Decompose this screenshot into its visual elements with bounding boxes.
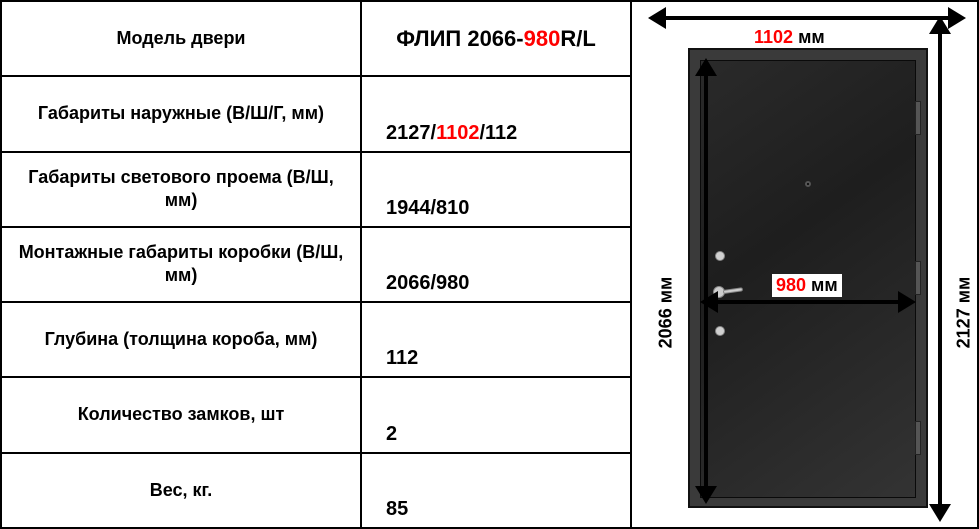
arrow-inner-width	[714, 300, 902, 304]
value-outer-dims: 2127/1102/112	[362, 77, 630, 150]
label-mount-dims: Монтажные габариты коробки (В/Ш, мм)	[2, 228, 362, 301]
arrow-height-outer	[938, 30, 942, 508]
door-diagram: 1102 мм 980 мм 2066 мм	[630, 2, 977, 527]
dim-outer-width: 1102 мм	[750, 26, 829, 49]
dim-outer-width-value: 1102	[754, 27, 793, 47]
label-weight: Вес, кг.	[2, 454, 362, 527]
value-weight-pre: 85	[386, 498, 408, 521]
label-model: Модель двери	[2, 2, 362, 75]
value-light-opening: 1944/810	[362, 153, 630, 226]
row-depth: Глубина (толщина короба, мм) 112	[2, 303, 630, 378]
dim-height-inner: 2066 мм	[655, 277, 676, 349]
value-depth-pre: 112	[386, 347, 418, 370]
value-weight: 85	[362, 454, 630, 527]
handle-lever	[723, 287, 743, 294]
row-locks: Количество замков, шт 2	[2, 378, 630, 453]
peephole-icon	[805, 181, 811, 187]
row-weight: Вес, кг. 85	[2, 454, 630, 527]
label-outer-dims: Габариты наружные (В/Ш/Г, мм)	[2, 77, 362, 150]
value-model: ФЛИП 2066-980 R/L	[362, 2, 630, 75]
row-light-opening: Габариты светового проема (В/Ш, мм) 1944…	[2, 153, 630, 228]
dim-inner-width-value: 980	[776, 275, 806, 295]
dim-inner-width: 980 мм	[772, 274, 842, 297]
value-light-pre: 1944/810	[386, 197, 469, 220]
value-locks: 2	[362, 378, 630, 451]
value-model-pre: ФЛИП 2066-	[396, 26, 523, 52]
spec-table: Модель двери ФЛИП 2066-980 R/L Габариты …	[2, 2, 630, 527]
value-outer-post: /112	[479, 122, 517, 145]
row-mount-dims: Монтажные габариты коробки (В/Ш, мм) 206…	[2, 228, 630, 303]
dim-height-outer: 2127 мм	[953, 277, 974, 349]
label-depth: Глубина (толщина короба, мм)	[2, 303, 362, 376]
value-model-red: 980	[524, 26, 561, 52]
label-light-opening: Габариты светового проема (В/Ш, мм)	[2, 153, 362, 226]
label-locks: Количество замков, шт	[2, 378, 362, 451]
dim-outer-width-unit: мм	[793, 27, 825, 47]
lock-cylinder-top	[715, 251, 725, 261]
lock-cylinder-bottom	[715, 326, 725, 336]
value-locks-pre: 2	[386, 423, 397, 446]
arrow-height-inner	[704, 72, 708, 490]
arrow-outer-width	[662, 16, 952, 20]
dim-inner-width-unit: мм	[806, 275, 838, 295]
value-depth: 112	[362, 303, 630, 376]
value-mount-pre: 2066/980	[386, 272, 469, 295]
value-model-post: R/L	[560, 26, 595, 52]
hinge-bottom	[915, 421, 921, 455]
row-outer-dims: Габариты наружные (В/Ш/Г, мм) 2127/1102/…	[2, 77, 630, 152]
hinge-top	[915, 101, 921, 135]
hinge-middle	[915, 261, 921, 295]
value-mount-dims: 2066/980	[362, 228, 630, 301]
spec-container: Модель двери ФЛИП 2066-980 R/L Габариты …	[0, 0, 979, 529]
row-model: Модель двери ФЛИП 2066-980 R/L	[2, 2, 630, 77]
value-outer-pre: 2127/	[386, 122, 436, 145]
value-outer-red: 1102	[436, 122, 479, 145]
